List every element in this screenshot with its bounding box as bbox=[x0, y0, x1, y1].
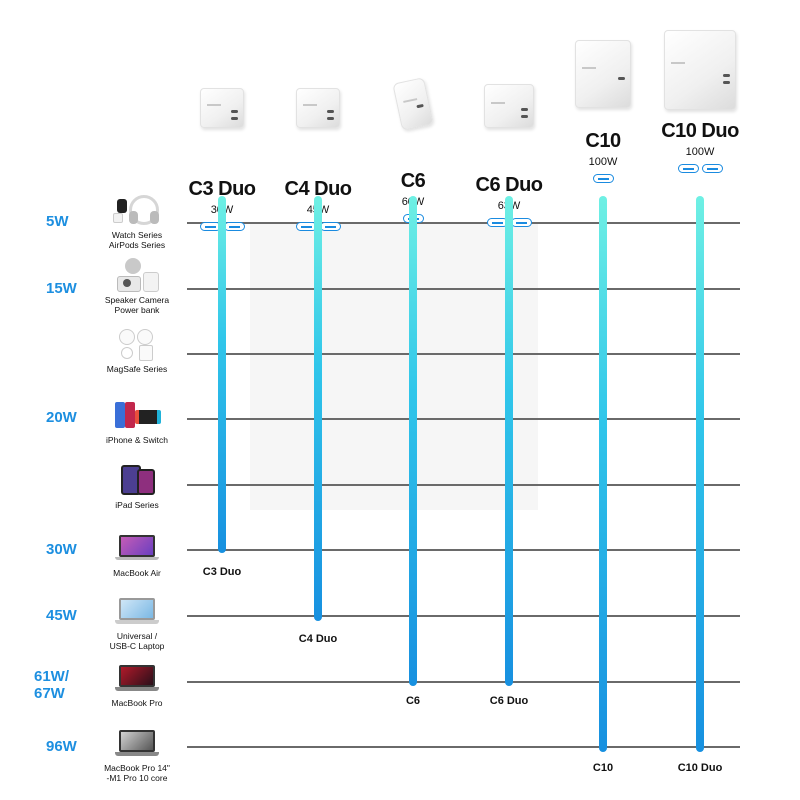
usb-c-port-icon bbox=[701, 164, 723, 173]
macbook-air-icon bbox=[111, 531, 163, 565]
charger-wattage: 100W bbox=[588, 156, 618, 168]
grid-line bbox=[187, 746, 740, 748]
charger-icon bbox=[575, 40, 631, 108]
grid-line bbox=[187, 353, 740, 355]
charger-bar bbox=[599, 196, 607, 752]
magsafe-icon bbox=[111, 327, 163, 361]
charger-name: C4 Duo bbox=[284, 178, 353, 200]
grid-line bbox=[187, 288, 740, 290]
device-item: MacBook Pro 14" -M1 Pro 10 core bbox=[92, 726, 182, 783]
charger-icon bbox=[484, 84, 534, 128]
device-item: iPhone & Switch bbox=[92, 398, 182, 445]
usb-c-port-icon bbox=[319, 222, 341, 231]
grid-line bbox=[187, 681, 740, 683]
charger-bar-label: C6 bbox=[405, 695, 421, 707]
charger-bar-label: C6 Duo bbox=[489, 695, 529, 707]
charger-name: C6 bbox=[400, 170, 426, 192]
watt-level-label: 15W bbox=[46, 280, 77, 297]
device-label: Universal / USB-C Laptop bbox=[109, 631, 165, 651]
iphone-switch-icon bbox=[111, 398, 163, 432]
device-label: Watch Series AirPods Series bbox=[108, 230, 166, 250]
charger-bar-label: C10 bbox=[592, 762, 614, 774]
watt-level-label: 61W/ 67W bbox=[34, 668, 70, 702]
watt-level-label: 5W bbox=[46, 213, 69, 230]
macbook-pro-icon bbox=[111, 661, 163, 695]
usb-c-port-icon bbox=[677, 164, 699, 173]
speaker-camera-icon bbox=[111, 258, 163, 292]
usb-c-ports bbox=[459, 218, 559, 227]
charger-icon bbox=[392, 77, 434, 131]
device-item: Watch Series AirPods Series bbox=[92, 193, 182, 250]
macbook-pro-14-icon bbox=[111, 726, 163, 760]
watch-airpods-icon bbox=[111, 193, 163, 227]
usb-c-port-icon bbox=[592, 174, 614, 183]
usb-c-port-icon bbox=[223, 222, 245, 231]
charger-icon bbox=[200, 88, 244, 128]
device-label: MacBook Pro bbox=[111, 698, 163, 708]
charger-header: C6 Duo63W bbox=[459, 30, 559, 227]
charger-bar-label: C10 Duo bbox=[677, 762, 723, 774]
charger-name: C10 Duo bbox=[661, 120, 739, 142]
charger-bar bbox=[696, 196, 704, 752]
charger-bar bbox=[314, 196, 322, 621]
watt-level-label: 30W bbox=[46, 541, 77, 558]
charger-name: C3 Duo bbox=[188, 178, 257, 200]
watt-level-label: 45W bbox=[46, 607, 77, 624]
charger-bar-label: C4 Duo bbox=[298, 633, 338, 645]
device-label: MacBook Pro 14" -M1 Pro 10 core bbox=[104, 763, 170, 783]
charger-icon bbox=[296, 88, 340, 128]
device-label: Speaker Camera Power bank bbox=[104, 295, 170, 315]
grid-line bbox=[187, 549, 740, 551]
usb-c-ports bbox=[553, 174, 653, 183]
device-label: MacBook Air bbox=[113, 568, 161, 578]
grid-line bbox=[187, 418, 740, 420]
charger-header: C660W bbox=[363, 30, 463, 223]
grid-line bbox=[187, 222, 740, 224]
device-item: MacBook Pro bbox=[92, 661, 182, 708]
charger-bar bbox=[505, 196, 513, 686]
charger-name: C10 bbox=[585, 130, 621, 152]
charger-icon bbox=[664, 30, 736, 110]
ipad-icon bbox=[111, 463, 163, 497]
usb-c-port-icon bbox=[510, 218, 532, 227]
charger-bar bbox=[409, 196, 417, 686]
charger-header: C10 Duo 100W bbox=[650, 30, 750, 173]
charger-wattage: 100W bbox=[685, 146, 715, 158]
device-label: MagSafe Series bbox=[106, 364, 168, 374]
grid-line bbox=[187, 484, 740, 486]
charger-header: C4 Duo45W bbox=[268, 30, 368, 231]
device-item: MacBook Air bbox=[92, 531, 182, 578]
laptop-icon bbox=[111, 594, 163, 628]
charger-name: C6 Duo bbox=[475, 174, 544, 196]
device-label: iPad Series bbox=[115, 500, 159, 510]
watt-level-label: 96W bbox=[46, 738, 77, 755]
watt-level-label: 20W bbox=[46, 409, 77, 426]
charger-header: C10 100W bbox=[553, 30, 653, 183]
device-label: iPhone & Switch bbox=[106, 435, 168, 445]
charger-bar bbox=[218, 196, 226, 553]
grid-line bbox=[187, 615, 740, 617]
charger-bar-label: C3 Duo bbox=[202, 566, 242, 578]
device-item: Universal / USB-C Laptop bbox=[92, 594, 182, 651]
device-item: MagSafe Series bbox=[92, 327, 182, 374]
usb-c-ports bbox=[268, 222, 368, 231]
highlight-panel bbox=[250, 222, 538, 510]
charger-header: C3 Duo30W bbox=[172, 30, 272, 231]
device-item: iPad Series bbox=[92, 463, 182, 510]
usb-c-ports bbox=[650, 164, 750, 173]
device-item: Speaker Camera Power bank bbox=[92, 258, 182, 315]
